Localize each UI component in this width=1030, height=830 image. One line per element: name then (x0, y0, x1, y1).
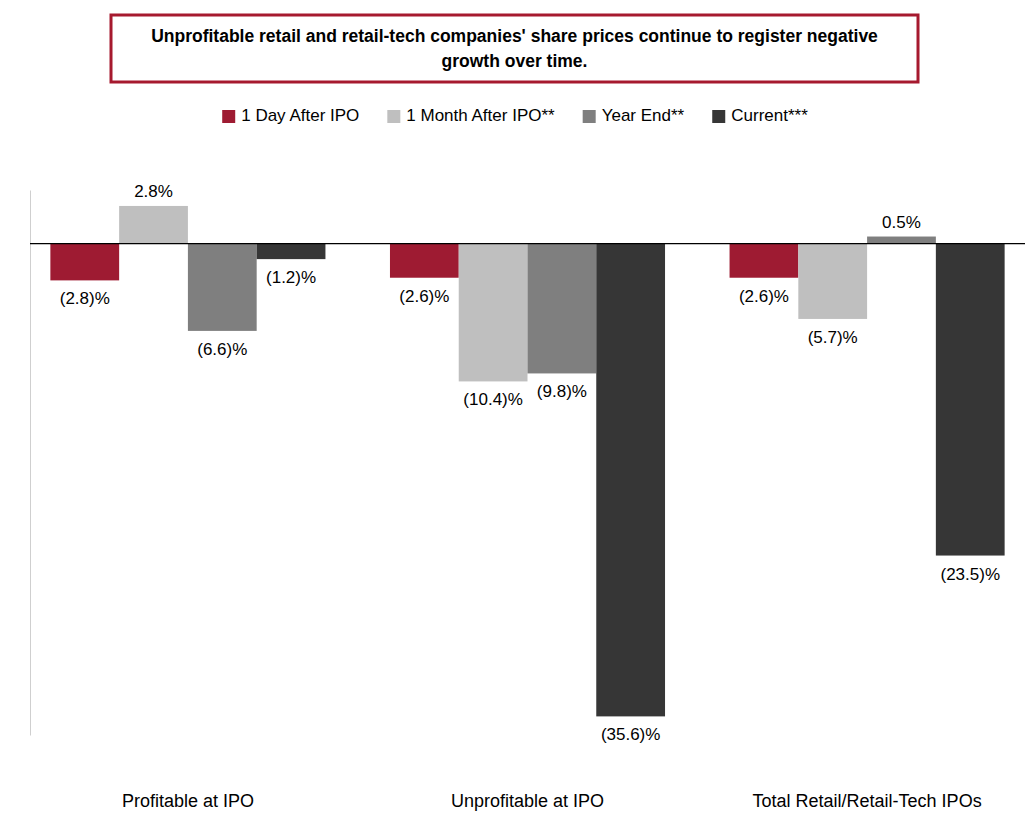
title-frame (111, 15, 918, 82)
title-line: growth over time. (442, 51, 588, 71)
data-label: (35.6)% (601, 725, 661, 744)
bar (257, 243, 326, 259)
legend: 1 Day After IPO 1 Month After IPO** Year E… (222, 106, 808, 125)
title-line: Unprofitable retail and retail-tech comp… (151, 26, 878, 46)
bar (50, 243, 119, 280)
legend-label: Current*** (731, 106, 808, 125)
data-label: (9.8)% (537, 382, 587, 401)
x-tick-label: Unprofitable at IPO (451, 791, 604, 811)
chart: Unprofitable retail and retail-tech comp… (0, 0, 1030, 830)
series (257, 243, 1005, 716)
data-label: (23.5)% (940, 565, 1000, 584)
x-tick: Unprofitable at IPO (451, 791, 604, 811)
y-axis-line (30, 191, 31, 736)
title: Unprofitable retail and retail-tech comp… (151, 26, 878, 71)
data-label: (6.6)% (197, 340, 247, 359)
data-label: (2.8)% (60, 289, 110, 308)
legend-swatch (583, 110, 596, 123)
bar (596, 243, 665, 716)
bar (528, 243, 597, 373)
bar (390, 243, 459, 278)
x-axis: Profitable at IPO Unprofitable at IPO Tota… (122, 791, 982, 811)
data-label: (2.6)% (399, 287, 449, 306)
data-label: (1.2)% (266, 268, 316, 287)
series (50, 243, 798, 280)
zero-line (30, 243, 1025, 244)
legend-item: 1 Day After IPO (222, 106, 359, 125)
bar (730, 243, 799, 278)
legend-swatch (712, 110, 725, 123)
data-labels: (2.8)% (2.6)% (2.6)% 2.8% (10.4)% (5.7)% (6.6)… (60, 182, 1000, 744)
series (119, 206, 867, 381)
legend-label: 1 Day After IPO (241, 106, 359, 125)
x-tick-label: Total Retail/Retail-Tech IPOs (753, 791, 982, 811)
bar (936, 243, 1005, 555)
bar (867, 237, 936, 244)
x-tick: Profitable at IPO (122, 791, 254, 811)
legend-swatch (222, 110, 235, 123)
y-axis (30, 191, 1025, 736)
legend-item: Current*** (712, 106, 808, 125)
data-label: (2.6)% (739, 287, 789, 306)
y-tick (30, 243, 1025, 244)
data-label: 0.5% (882, 213, 921, 232)
title-box: Unprofitable retail and retail-tech comp… (111, 15, 918, 82)
bar (459, 243, 528, 381)
bar (188, 243, 257, 331)
legend-label: 1 Month After IPO** (406, 106, 555, 125)
legend-label: Year End** (602, 106, 685, 125)
bars (50, 206, 1004, 716)
bar (798, 243, 867, 319)
x-tick-label: Profitable at IPO (122, 791, 254, 811)
series (188, 237, 936, 374)
data-label: (5.7)% (808, 328, 858, 347)
data-label: 2.8% (134, 182, 173, 201)
legend-item: 1 Month After IPO** (387, 106, 555, 125)
bar (119, 206, 188, 243)
legend-swatch (387, 110, 400, 123)
legend-item: Year End** (583, 106, 685, 125)
x-tick: Total Retail/Retail-Tech IPOs (753, 791, 982, 811)
data-label: (10.4)% (463, 390, 523, 409)
